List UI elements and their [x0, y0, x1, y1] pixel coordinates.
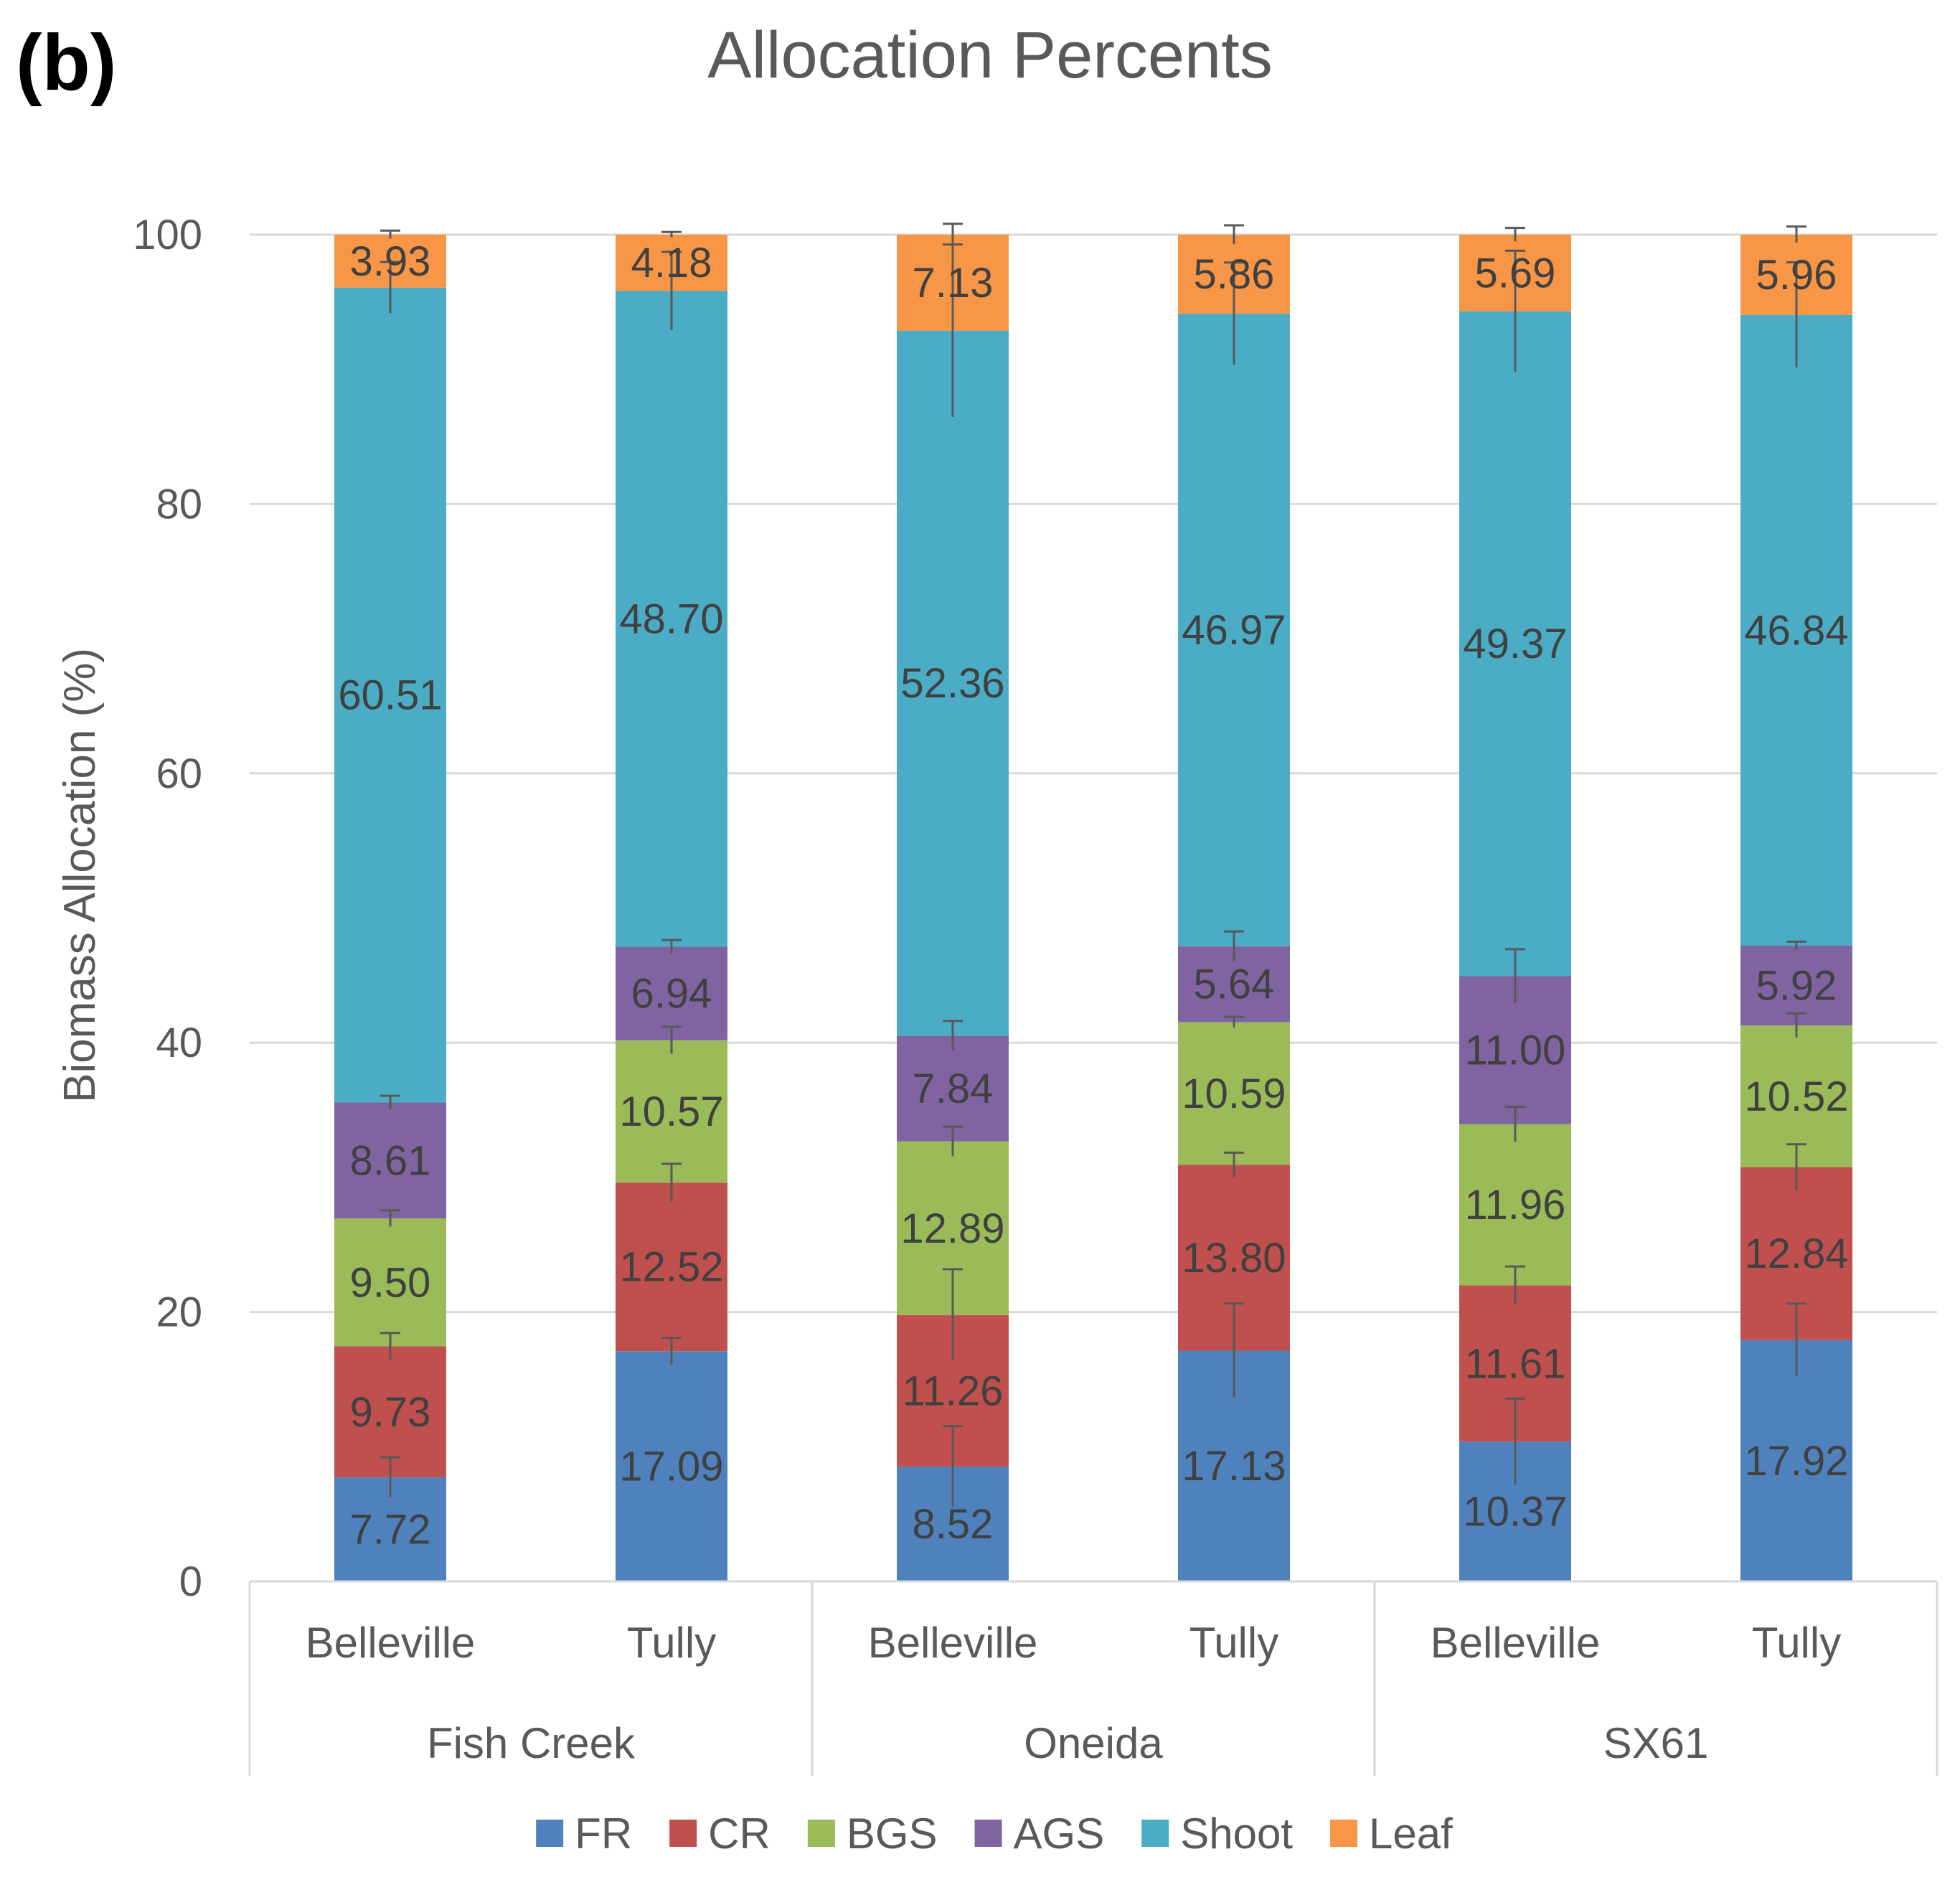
- data-label: 9.50: [350, 1259, 431, 1306]
- data-label: 9.73: [350, 1389, 431, 1436]
- data-label: 60.51: [338, 672, 442, 719]
- legend-label: CR: [708, 1810, 771, 1858]
- data-label: 10.37: [1463, 1489, 1567, 1535]
- data-label: 46.84: [1744, 607, 1848, 654]
- data-labels: 7.72 9.73 9.50 8.61 60.51 3.93 17.09 12.52 10.57…: [338, 238, 1848, 1553]
- data-label: 5.92: [1756, 963, 1837, 1010]
- data-label: 6.94: [631, 971, 712, 1017]
- bar-segment-bgs: [1178, 1022, 1290, 1165]
- legend-swatch: [807, 1820, 835, 1847]
- x-tick-label: Tully: [1189, 1619, 1278, 1667]
- data-label: 46.97: [1182, 607, 1286, 654]
- y-tick-label: 20: [156, 1289, 202, 1336]
- legend-label: Shoot: [1180, 1810, 1293, 1858]
- data-label: 10.59: [1182, 1071, 1286, 1117]
- data-label: 4.18: [631, 240, 712, 286]
- data-label: 11.00: [1465, 1027, 1566, 1074]
- bar-segment-ags: [616, 946, 727, 1040]
- bar-segment-ags: [334, 1102, 446, 1219]
- legend-label: BGS: [847, 1810, 938, 1858]
- legend-swatch: [1141, 1820, 1169, 1847]
- legend-swatch: [536, 1820, 564, 1847]
- data-label: 5.96: [1756, 252, 1837, 298]
- bar-segment-bgs: [616, 1040, 727, 1183]
- y-tick-label: 100: [133, 212, 202, 258]
- x-tick-label: Tully: [627, 1619, 716, 1667]
- y-tick-label: 60: [156, 751, 202, 797]
- gridlines: 0 20 40 60 80 100: [133, 212, 1937, 1605]
- data-label: 12.89: [900, 1205, 1004, 1252]
- panel-label: (b): [16, 19, 116, 107]
- x-group-label: SX61: [1603, 1719, 1709, 1767]
- x-group-label: Oneida: [1024, 1719, 1163, 1767]
- x-group-label: Fish Creek: [427, 1719, 636, 1767]
- y-tick-label: 0: [179, 1558, 202, 1605]
- data-label: 11.26: [903, 1368, 1004, 1414]
- data-label: 5.64: [1194, 961, 1275, 1008]
- x-tick-label: Belleville: [868, 1619, 1038, 1667]
- bar-segment-fr: [1740, 1340, 1852, 1581]
- bar-segment-bgs: [1459, 1124, 1571, 1286]
- bar-segment-shoot: [616, 291, 727, 947]
- data-label: 48.70: [619, 596, 723, 643]
- data-label: 52.36: [900, 660, 1004, 707]
- data-label: 3.93: [350, 238, 431, 285]
- data-label: 10.52: [1744, 1073, 1848, 1120]
- data-label: 8.61: [350, 1137, 431, 1184]
- chart-title: Allocation Percents: [707, 19, 1273, 92]
- data-label: 17.92: [1744, 1438, 1848, 1485]
- data-label: 11.61: [1465, 1340, 1566, 1387]
- legend-label: FR: [575, 1810, 632, 1858]
- bar-segment-cr: [334, 1346, 446, 1478]
- bar-segment-ags: [1740, 946, 1852, 1026]
- bar-segment-shoot: [334, 287, 446, 1103]
- legend-label: Leaf: [1369, 1810, 1453, 1858]
- bar-segment-cr: [616, 1182, 727, 1352]
- legend: FR CR BGS AGS Shoot Leaf: [536, 1810, 1453, 1858]
- x-tick-label: Tully: [1752, 1619, 1841, 1667]
- bar-segment-shoot: [1459, 311, 1571, 977]
- x-tick-label: Belleville: [1431, 1619, 1601, 1667]
- data-label: 49.37: [1463, 621, 1567, 667]
- data-label: 11.96: [1465, 1182, 1566, 1228]
- data-label: 12.52: [619, 1244, 723, 1291]
- data-label: 5.69: [1475, 250, 1556, 296]
- data-label: 8.52: [913, 1501, 994, 1548]
- legend-swatch: [974, 1820, 1002, 1847]
- bar-segment-bgs: [334, 1218, 446, 1347]
- legend-swatch: [1330, 1820, 1358, 1847]
- data-label: 17.09: [619, 1444, 723, 1490]
- bars: [334, 235, 1852, 1581]
- bar-segment-ags: [897, 1035, 1009, 1142]
- legend-swatch: [669, 1820, 697, 1847]
- y-tick-label: 80: [156, 481, 202, 527]
- x-tick-label: Belleville: [306, 1619, 476, 1667]
- y-tick-label: 40: [156, 1020, 202, 1066]
- data-label: 7.72: [350, 1507, 431, 1553]
- legend-label: AGS: [1014, 1810, 1105, 1858]
- data-label: 5.86: [1194, 251, 1275, 298]
- data-label: 7.84: [913, 1065, 994, 1112]
- data-label: 12.84: [1744, 1231, 1848, 1277]
- bar-segment-shoot: [1740, 314, 1852, 946]
- y-axis-title: Biomass Allocation (%): [55, 648, 105, 1103]
- data-label: 13.80: [1182, 1235, 1286, 1281]
- data-label: 10.57: [619, 1088, 723, 1135]
- bar-segment-shoot: [897, 330, 1009, 1036]
- bar-segment-fr: [616, 1351, 727, 1581]
- data-label: 7.13: [913, 260, 994, 306]
- data-label: 17.13: [1182, 1443, 1286, 1490]
- error-bars: [380, 222, 1806, 1507]
- bar-segment-shoot: [1178, 314, 1290, 946]
- x-axis: Belleville Tully Fish Creek Belleville Tully…: [248, 1580, 1938, 1776]
